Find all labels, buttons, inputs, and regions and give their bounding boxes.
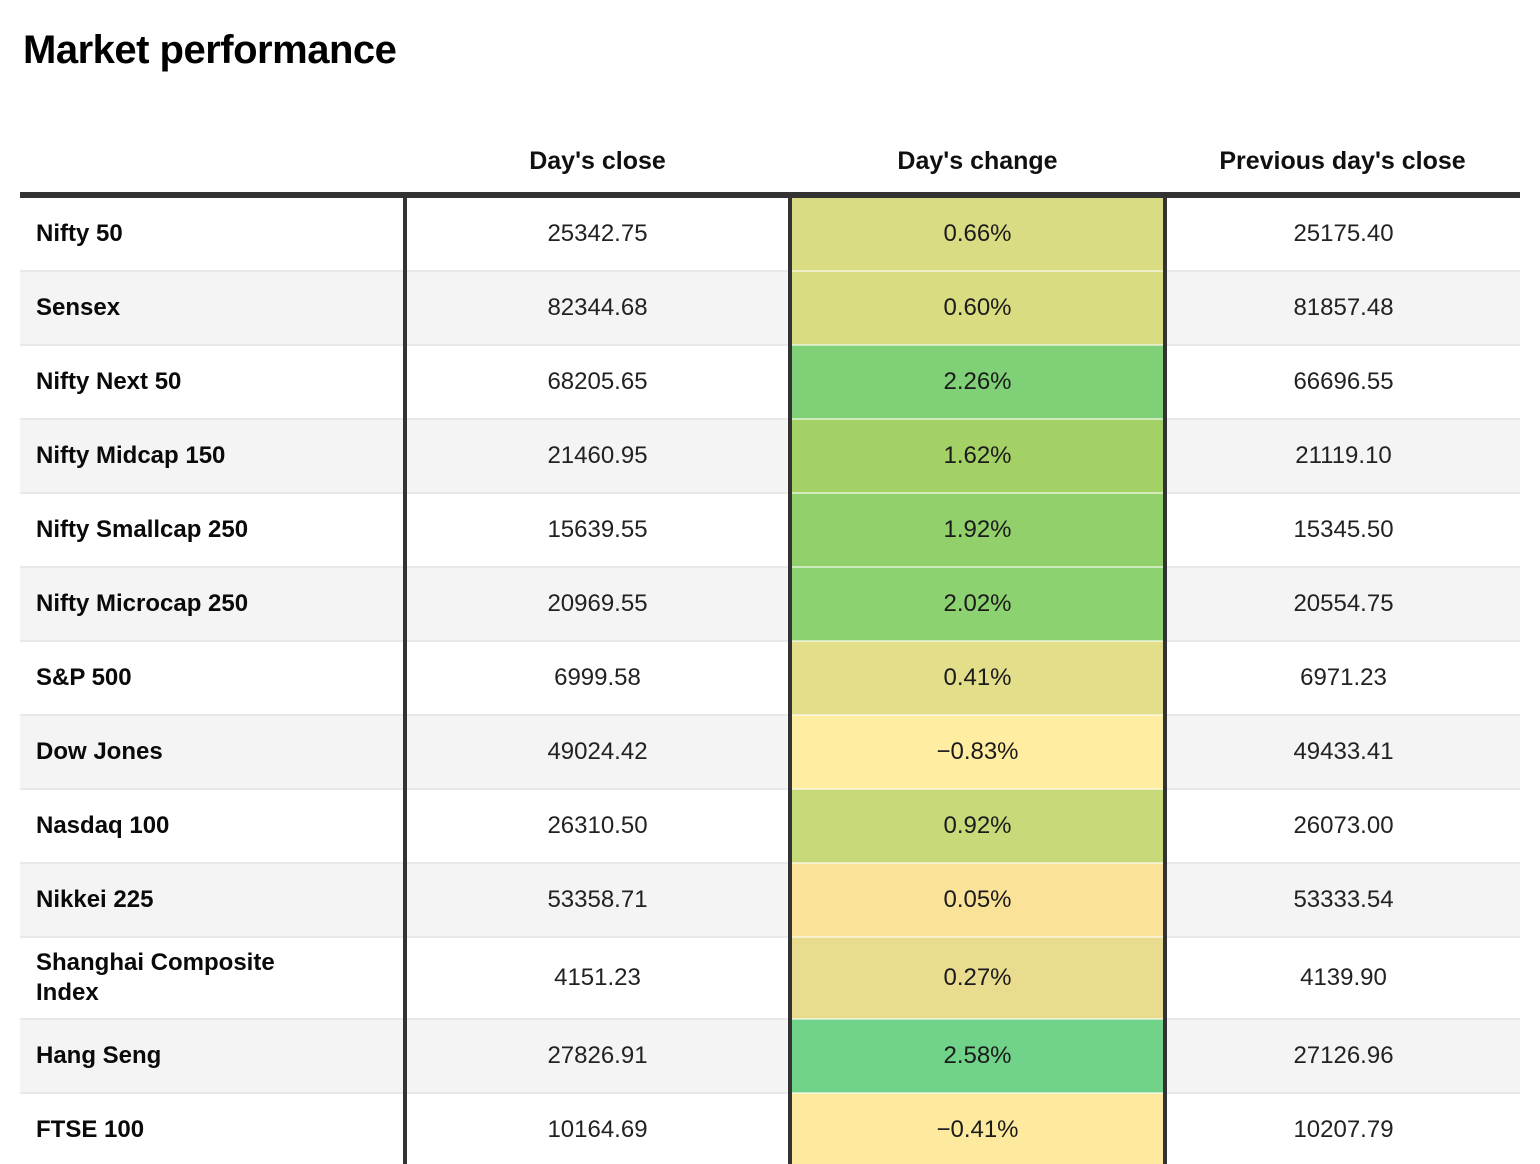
market-performance-table: Day's close Day's change Previous day's …: [20, 112, 1520, 1164]
cell-days-change: 2.26%: [788, 344, 1167, 419]
cell-previous-close: 6971.23: [1165, 640, 1520, 715]
row-label: Nifty Microcap 250: [20, 566, 407, 641]
row-label: S&P 500: [20, 640, 407, 715]
cell-days-close: 25342.75: [547, 220, 648, 247]
row-label: Hang Seng: [20, 1018, 407, 1093]
table-row: S&P 500 6999.58 0.41% 6971.23: [20, 640, 1520, 715]
cell-days-close: 21460.95: [405, 418, 790, 493]
table-row: Nifty Microcap 250 20969.55 2.02% 20554.75: [20, 566, 1520, 641]
cell-previous-close: 20554.75: [1165, 566, 1520, 641]
row-label: Nasdaq 100: [20, 788, 407, 863]
cell-previous-close: 21119.10: [1165, 418, 1520, 493]
row-label: Nifty 50: [20, 195, 407, 271]
cell-previous-close: 66696.55: [1165, 344, 1520, 419]
cell-days-close: 15639.55: [405, 492, 790, 567]
table-row: Sensex 82344.68 0.60% 81857.48: [20, 270, 1520, 345]
cell-days-change: 0.60%: [788, 270, 1167, 345]
row-label: Sensex: [20, 270, 407, 345]
row-label: Nifty Next 50: [20, 344, 407, 419]
row-label: FTSE 100: [20, 1092, 407, 1164]
cell-previous-close: 27126.96: [1165, 1018, 1520, 1093]
cell-days-change: −0.83%: [788, 714, 1167, 789]
table-row: Nifty Next 50 68205.65 2.26% 66696.55: [20, 344, 1520, 419]
cell-days-change: 2.02%: [788, 566, 1167, 641]
cell-days-change: 0.05%: [788, 862, 1167, 937]
table-row: Nikkei 225 53358.71 0.05% 53333.54: [20, 862, 1520, 937]
table-row: FTSE 100 10164.69 −0.41% 10207.79: [20, 1092, 1520, 1164]
cell-days-change: 0.41%: [788, 640, 1167, 715]
table-row: Nifty 50 25342.75 0.66% 25175.40: [20, 195, 1520, 271]
cell-previous-close: 49433.41: [1165, 714, 1520, 789]
cell-previous-close: 53333.54: [1165, 862, 1520, 937]
row-label: Dow Jones: [20, 714, 407, 789]
column-header-days-change: Day's change: [790, 112, 1165, 198]
cell-days-change: 0.92%: [788, 788, 1167, 863]
cell-days-close: 27826.91: [405, 1018, 790, 1093]
cell-days-change: 2.58%: [788, 1018, 1167, 1093]
cell-days-close: 82344.68: [405, 270, 790, 345]
cell-previous-close: 81857.48: [1165, 270, 1520, 345]
page-title: Market performance: [23, 28, 397, 72]
table-row: Hang Seng 27826.91 2.58% 27126.96: [20, 1018, 1520, 1093]
table-row: Nifty Midcap 150 21460.95 1.62% 21119.10: [20, 418, 1520, 493]
table-body: Nifty 50 25342.75 0.66% 25175.40 Sensex 82344…: [20, 195, 1520, 1164]
cell-days-close: 26310.50: [405, 788, 790, 863]
row-label: Shanghai Composite Index: [20, 936, 407, 1019]
cell-previous-close: 4139.90: [1165, 936, 1520, 1019]
cell-days-close: 10164.69: [405, 1092, 790, 1164]
column-header-days-close: Day's close: [405, 112, 790, 198]
cell-days-close: 49024.42: [405, 714, 790, 789]
cell-days-change: −0.41%: [788, 1092, 1167, 1164]
row-label: Nifty Smallcap 250: [20, 492, 407, 567]
cell-days-change: 1.62%: [788, 418, 1167, 493]
table-row: Nifty Smallcap 250 15639.55 1.92% 15345.50: [20, 492, 1520, 567]
row-label: Nifty Midcap 150: [20, 418, 407, 493]
table-row: Dow Jones 49024.42 −0.83% 49433.41: [20, 714, 1520, 789]
cell-days-close: 4151.23: [405, 936, 790, 1019]
table-row: Nasdaq 100 26310.50 0.92% 26073.00: [20, 788, 1520, 863]
cell-days-close: 53358.71: [405, 862, 790, 937]
cell-days-close: 68205.65: [405, 344, 790, 419]
table-header: Day's close Day's change Previous day's …: [20, 112, 1520, 198]
cell-days-close: 6999.58: [405, 640, 790, 715]
column-header-label: [20, 112, 405, 198]
cell-previous-close: 26073.00: [1165, 788, 1520, 863]
row-label: Nikkei 225: [20, 862, 407, 937]
header-row: Day's close Day's change Previous day's …: [20, 112, 1520, 198]
cell-days-close: 20969.55: [405, 566, 790, 641]
cell-days-change: 1.92%: [788, 492, 1167, 567]
cell-previous-close: 15345.50: [1165, 492, 1520, 567]
cell-days-change: 0.27%: [788, 936, 1167, 1019]
table-row: Shanghai Composite Index 4151.23 0.27% 4139…: [20, 936, 1520, 1019]
cell-previous-close: 10207.79: [1165, 1092, 1520, 1164]
column-header-previous-close: Previous day's close: [1165, 112, 1520, 198]
cell-previous-close: 25175.40: [1293, 220, 1394, 247]
cell-days-change: 0.66%: [788, 195, 1167, 271]
